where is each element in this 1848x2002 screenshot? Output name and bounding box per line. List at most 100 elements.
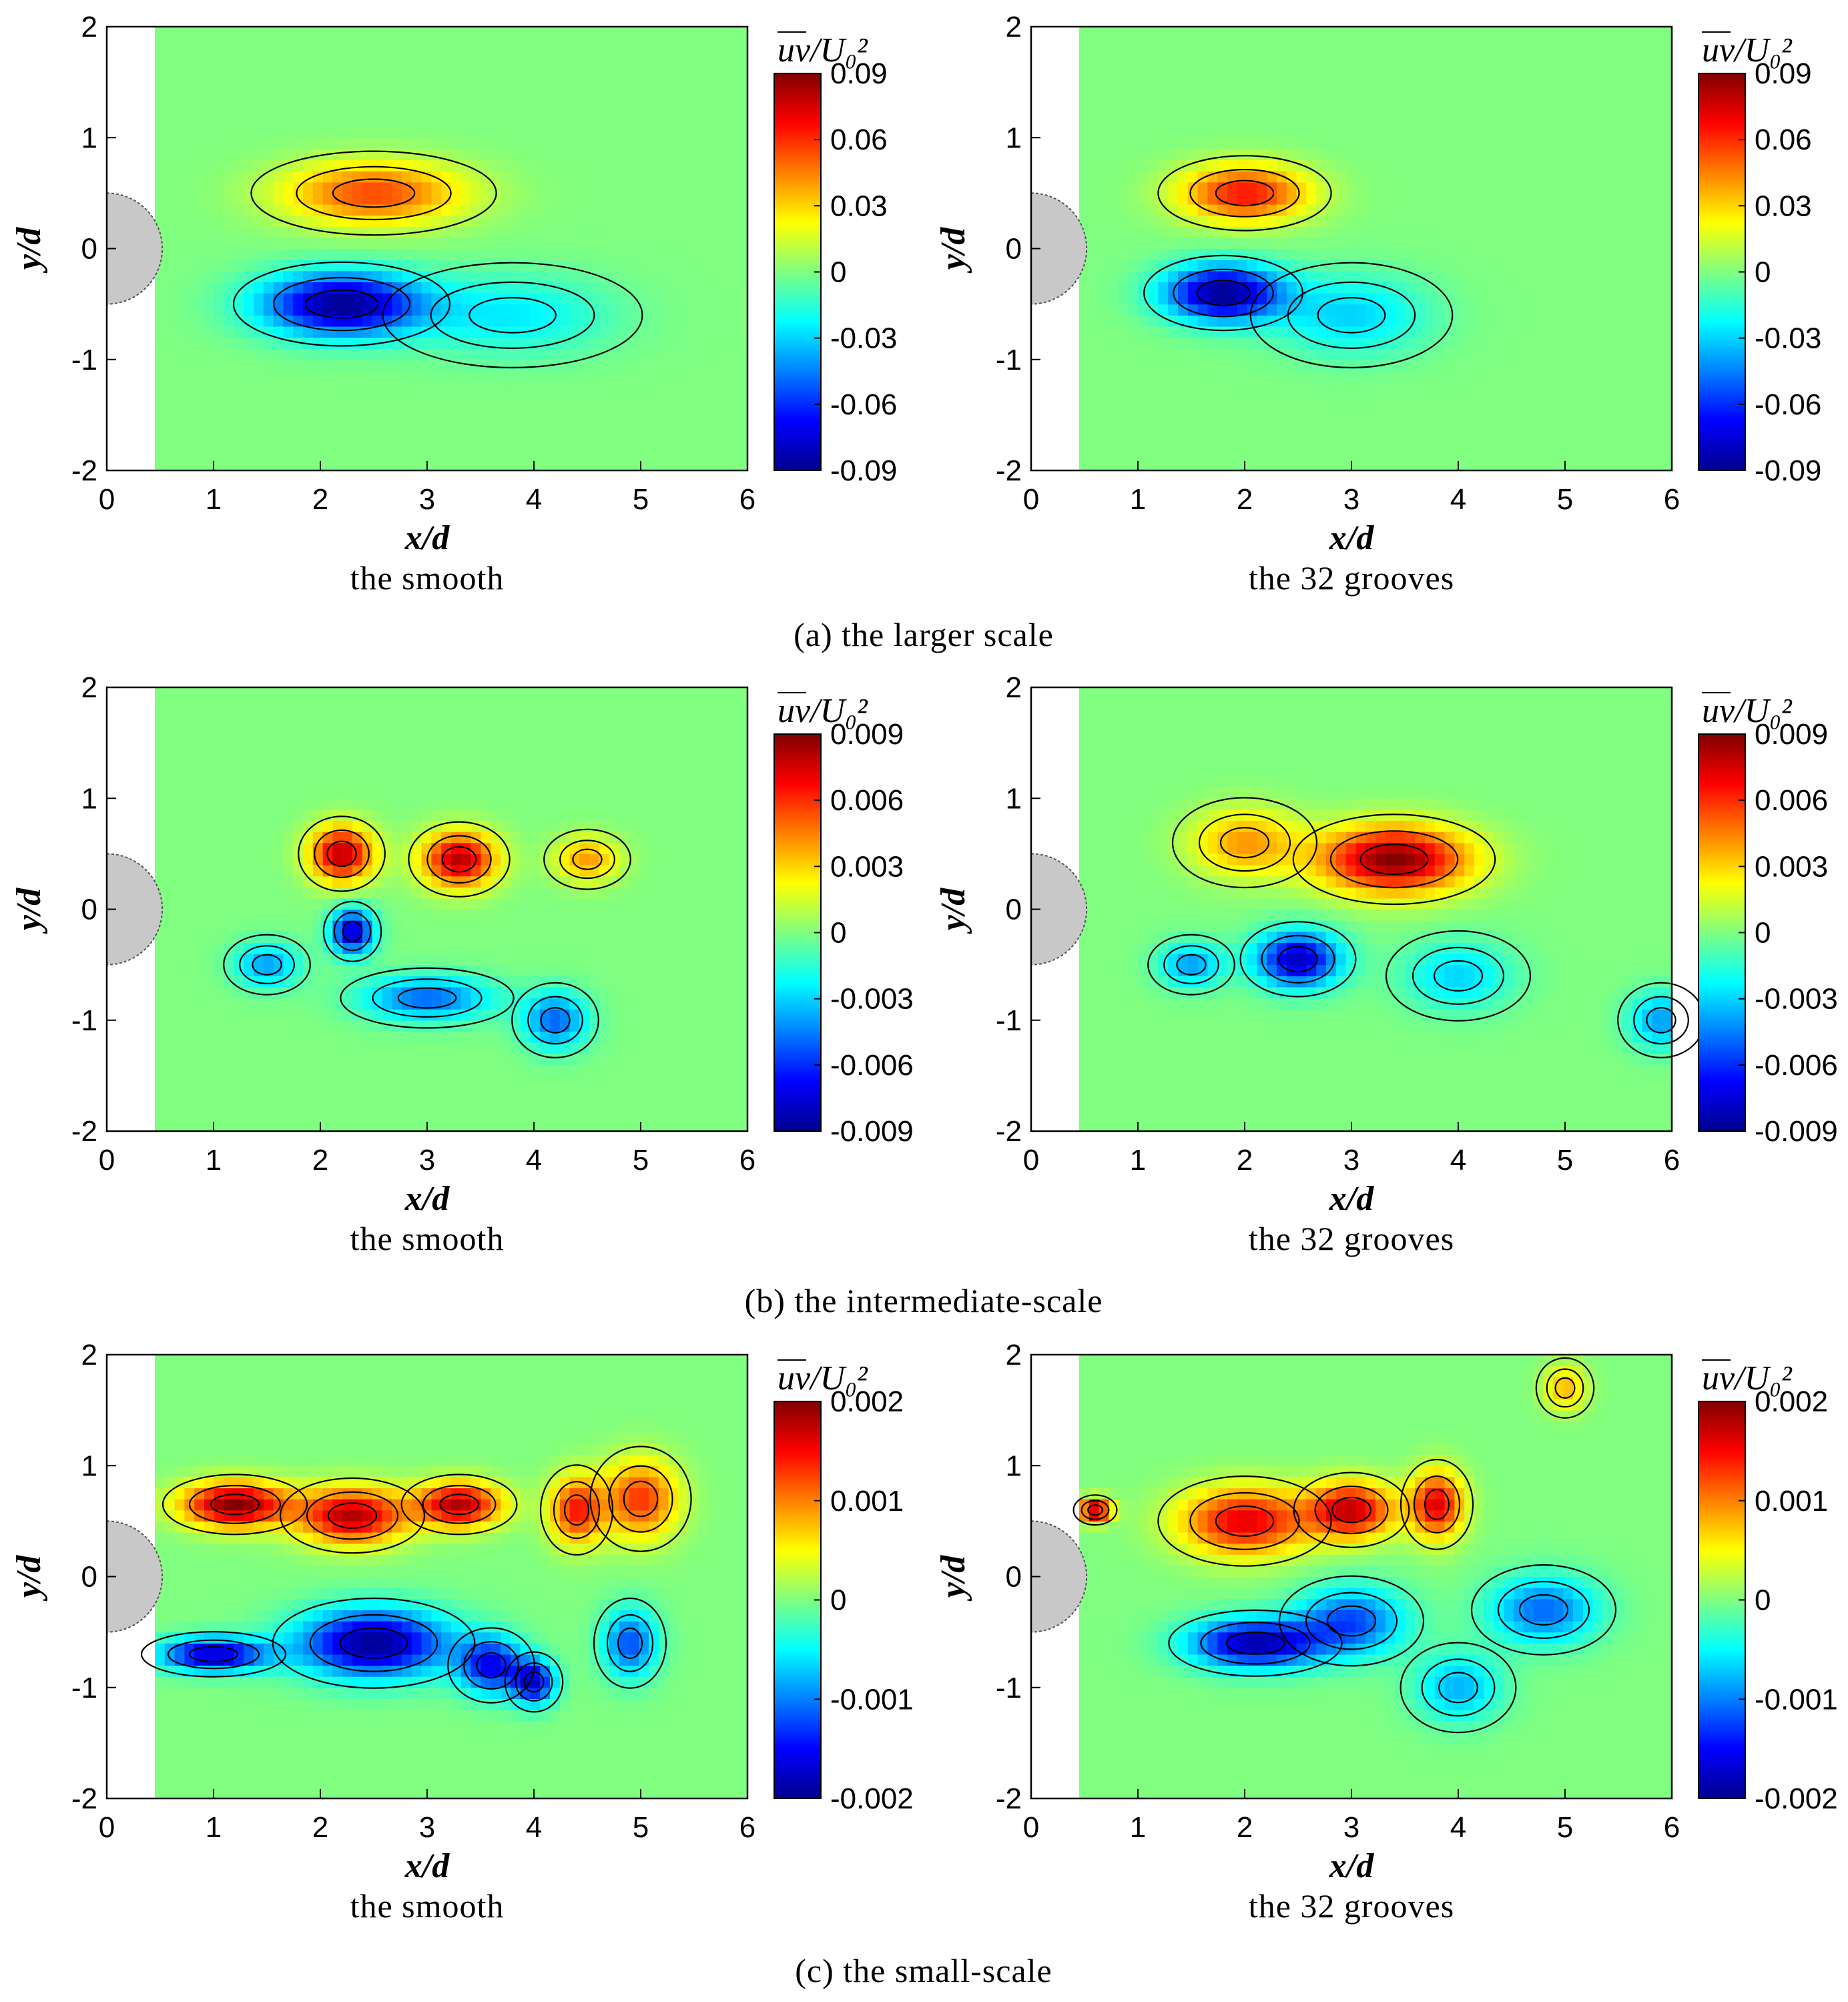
colorbar-tick-label: 0.03 bbox=[1755, 190, 1812, 222]
cylinder-shape bbox=[1030, 192, 1088, 305]
x-tick-label: 5 bbox=[633, 483, 649, 516]
contour-line bbox=[342, 920, 363, 942]
colorbar-tick-label: 0.006 bbox=[830, 784, 904, 817]
contour-line bbox=[140, 1631, 287, 1678]
contour-line bbox=[162, 1473, 308, 1536]
x-tick-label: 0 bbox=[1023, 1144, 1039, 1177]
x-tick-label: 2 bbox=[1237, 1144, 1253, 1177]
contour-line bbox=[1200, 1622, 1311, 1665]
panel-caption: the 32 grooves bbox=[1249, 559, 1454, 597]
y-tick-label: 1 bbox=[81, 121, 97, 154]
contour-line bbox=[504, 1651, 564, 1713]
contour-line bbox=[608, 1465, 673, 1533]
x-tick-label: 3 bbox=[1343, 483, 1359, 516]
y-tick-label: 2 bbox=[1006, 1339, 1022, 1371]
y-tick-label: 2 bbox=[81, 11, 97, 43]
contour-line bbox=[1176, 954, 1207, 976]
contour-line bbox=[426, 835, 492, 884]
contour-line bbox=[422, 1484, 497, 1524]
y-tick-label: 0 bbox=[81, 233, 97, 266]
colorbar-tick-label: -0.003 bbox=[830, 983, 914, 1016]
y-tick-label: 2 bbox=[1006, 671, 1022, 704]
contour-line bbox=[1497, 1580, 1590, 1639]
x-tick-label: 5 bbox=[633, 1811, 649, 1844]
y-axis-label: y/d bbox=[934, 1555, 972, 1602]
contour-line bbox=[439, 1493, 479, 1516]
contour-line bbox=[430, 281, 595, 349]
contour-line bbox=[1278, 946, 1318, 973]
colorbar-tick-label: -0.001 bbox=[1755, 1683, 1838, 1716]
contour-line bbox=[1143, 254, 1303, 332]
colorbar-tick-label: -0.001 bbox=[830, 1683, 914, 1716]
colorbar-tick-label: -0.002 bbox=[1755, 1782, 1838, 1815]
y-tick-label: 0 bbox=[81, 894, 97, 926]
contour-line bbox=[476, 1652, 507, 1679]
x-tick-label: 5 bbox=[1557, 483, 1573, 516]
y-tick-label: -2 bbox=[71, 1115, 97, 1148]
contour-line bbox=[1424, 1488, 1450, 1520]
colorbar-tick-label: 0.09 bbox=[830, 57, 888, 90]
contour-line bbox=[298, 815, 386, 892]
y-tick-label: -1 bbox=[996, 1004, 1022, 1037]
contour-line bbox=[1412, 946, 1505, 1005]
colorbar-tick-label: 0.006 bbox=[1755, 784, 1828, 817]
contour-line bbox=[563, 1494, 590, 1526]
colorbar-title: uv/U₀² bbox=[1702, 1359, 1793, 1397]
contour-line bbox=[314, 829, 370, 878]
contour-line bbox=[1087, 1504, 1103, 1516]
contour-line bbox=[279, 1477, 426, 1554]
y-tick-label: -1 bbox=[996, 344, 1022, 376]
colorbar-tick-label: -0.09 bbox=[1755, 454, 1821, 487]
contour-line bbox=[1196, 280, 1251, 306]
contour-lines bbox=[1147, 797, 1705, 1058]
x-axis-label: x/d bbox=[1329, 519, 1374, 557]
contour-line bbox=[188, 1484, 282, 1524]
x-axis-label: x/d bbox=[404, 1847, 450, 1885]
colorbar-tick-label: 0.09 bbox=[1755, 57, 1812, 90]
colorbar-tick-label: 0.002 bbox=[1755, 1385, 1828, 1418]
colorbar-tick-label: 0.009 bbox=[830, 718, 904, 751]
colorbar-tick-label: 0.06 bbox=[830, 123, 888, 156]
cylinder-shape bbox=[1030, 853, 1088, 966]
heatmap-field bbox=[155, 1355, 748, 1799]
contour-line bbox=[1646, 1006, 1676, 1034]
contour-line bbox=[1292, 813, 1496, 906]
contour-line bbox=[1633, 996, 1689, 1045]
contour-line bbox=[397, 987, 457, 1009]
x-tick-label: 1 bbox=[206, 1144, 222, 1177]
colorbar-tick-label: -0.03 bbox=[830, 322, 897, 355]
colorbar-tick-label: 0.06 bbox=[1755, 123, 1812, 156]
contour-line bbox=[1249, 262, 1454, 368]
contour-line bbox=[1239, 921, 1357, 998]
y-tick-label: 1 bbox=[81, 1449, 97, 1482]
x-tick-label: 4 bbox=[526, 1811, 542, 1844]
contour-line bbox=[332, 178, 416, 208]
x-tick-label: 2 bbox=[312, 1144, 328, 1177]
contour-line bbox=[1554, 1377, 1576, 1399]
heatmap-panel-c-1: 0 1 2 3 4 5 6 2 1 0 -1 -2 x/d y/d the 32 grooves uv/U₀²… bbox=[934, 1339, 1838, 1925]
y-tick-label: 0 bbox=[1006, 894, 1022, 926]
heatmap-field bbox=[1079, 1355, 1672, 1799]
contour-line bbox=[1546, 1368, 1584, 1408]
x-tick-label: 6 bbox=[1664, 1811, 1680, 1844]
y-tick-label: -1 bbox=[71, 1672, 97, 1704]
contour-line bbox=[252, 954, 282, 976]
colorbar-tick-label: 0 bbox=[1755, 917, 1771, 950]
contour-line bbox=[469, 296, 557, 334]
colorbar-tick-label: -0.003 bbox=[1755, 983, 1838, 1016]
contour-line bbox=[1225, 1631, 1285, 1655]
y-tick-label: 2 bbox=[81, 671, 97, 704]
x-tick-label: 6 bbox=[739, 483, 755, 516]
x-tick-label: 1 bbox=[206, 483, 222, 516]
colorbar-title: uv/U₀² bbox=[778, 1359, 868, 1397]
contour-line bbox=[1331, 1496, 1371, 1524]
contour-line bbox=[1173, 268, 1274, 318]
cylinder-shape bbox=[106, 1520, 164, 1633]
y-axis-label: y/d bbox=[934, 227, 972, 274]
y-tick-label: -2 bbox=[71, 454, 97, 487]
contour-line bbox=[593, 1597, 667, 1689]
x-tick-label: 3 bbox=[1343, 1811, 1359, 1844]
colorbar-title: uv/U₀² bbox=[1702, 31, 1793, 69]
contour-line bbox=[1400, 1642, 1517, 1734]
